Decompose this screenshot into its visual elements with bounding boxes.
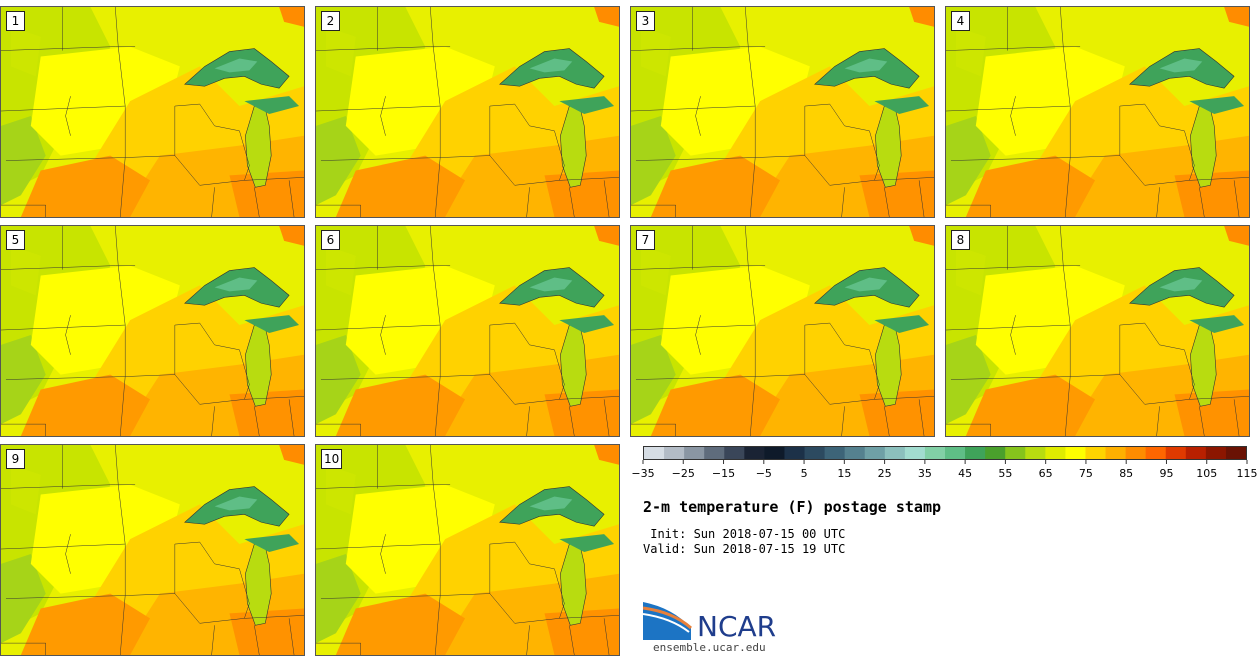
- valid-time: Valid: Sun 2018-07-15 19 UTC: [643, 542, 846, 556]
- colorbar-swatch: [724, 447, 745, 459]
- colorbar-swatch: [1025, 447, 1046, 459]
- stamp-panel-9: 9: [0, 444, 305, 656]
- colorbar-swatch: [965, 447, 986, 459]
- colorbar-tick-label: 115: [1237, 467, 1258, 480]
- chart-title: 2-m temperature (F) postage stamp: [643, 498, 942, 516]
- stamp-panel-4: 4: [945, 6, 1250, 218]
- colorbar-swatch: [924, 447, 946, 459]
- colorbar-swatch: [784, 447, 806, 459]
- colorbar-tick-label: 55: [998, 467, 1012, 480]
- ncar-logo-icon: [643, 602, 692, 640]
- logo-url: ensemble.ucar.edu: [653, 641, 766, 654]
- stamp-panel-1: 1: [0, 6, 305, 218]
- colorbar-tick-label: −35: [631, 467, 654, 480]
- colorbar-tick-label: 5: [801, 467, 808, 480]
- temperature-map: [1, 226, 304, 436]
- stamp-panel-3: 3: [630, 6, 935, 218]
- colorbar-swatch: [1105, 447, 1127, 459]
- temperature-map: [946, 7, 1249, 217]
- colorbar-swatch: [884, 447, 906, 459]
- temperature-map: [631, 7, 934, 217]
- colorbar-swatch: [1185, 447, 1207, 459]
- colorbar-swatch: [844, 447, 866, 459]
- colorbar-tick-label: 15: [837, 467, 851, 480]
- member-label: 5: [6, 230, 25, 250]
- member-label: 7: [636, 230, 655, 250]
- stamp-panel-6: 6: [315, 225, 620, 437]
- colorbar-swatch: [1065, 447, 1086, 459]
- temperature-map: [1, 445, 304, 655]
- colorbar-swatch: [985, 447, 1006, 459]
- member-label: 8: [951, 230, 970, 250]
- colorbar-swatch: [1205, 447, 1227, 459]
- temperature-map: [946, 226, 1249, 436]
- colorbar-swatch: [1165, 447, 1187, 459]
- colorbar-swatch: [1145, 447, 1167, 459]
- colorbar-swatch: [764, 447, 785, 459]
- colorbar-tick-label: 25: [878, 467, 892, 480]
- colorbar-swatch: [664, 447, 685, 459]
- member-label: 10: [321, 449, 343, 469]
- colorbar-tick-label: 35: [918, 467, 932, 480]
- temperature-map: [316, 7, 619, 217]
- colorbar-swatch: [1225, 447, 1246, 459]
- stamp-panel-5: 5: [0, 225, 305, 437]
- colorbar-tick-label: −15: [712, 467, 735, 480]
- stamp-panel-2: 2: [315, 6, 620, 218]
- member-label: 3: [636, 11, 655, 31]
- member-label: 1: [6, 11, 25, 31]
- temperature-map: [1, 7, 304, 217]
- temperature-map: [316, 226, 619, 436]
- temperature-map: [316, 445, 619, 655]
- colorbar-tick-label: −25: [672, 467, 695, 480]
- stamp-panel-10: 10: [315, 444, 620, 656]
- colorbar-swatch: [1125, 447, 1147, 459]
- member-label: 4: [951, 11, 970, 31]
- member-label: 9: [6, 449, 25, 469]
- colorbar-tick-label: 75: [1079, 467, 1093, 480]
- colorbar-tick-label: 85: [1119, 467, 1133, 480]
- colorbar-swatch: [644, 447, 665, 459]
- colorbar-tick-label: 65: [1039, 467, 1053, 480]
- colorbar-tick-label: 95: [1159, 467, 1173, 480]
- colorbar-swatch: [1005, 447, 1026, 459]
- colorbar-swatch: [1085, 447, 1107, 459]
- colorbar-swatch: [684, 447, 705, 459]
- ncar-logo-text: NCAR: [697, 610, 777, 643]
- colorbar: [643, 446, 1247, 460]
- colorbar-swatch: [744, 447, 765, 459]
- colorbar-swatch: [945, 447, 966, 459]
- colorbar-tick-label: 105: [1196, 467, 1217, 480]
- colorbar-tick-label: 45: [958, 467, 972, 480]
- init-time: Init: Sun 2018-07-15 00 UTC: [643, 527, 846, 541]
- stamp-panel-8: 8: [945, 225, 1250, 437]
- colorbar-tick-label: −5: [756, 467, 772, 480]
- temperature-map: [631, 226, 934, 436]
- colorbar-swatch: [824, 447, 846, 459]
- colorbar-swatch: [704, 447, 725, 459]
- member-label: 2: [321, 11, 340, 31]
- colorbar-swatch: [1045, 447, 1066, 459]
- colorbar-swatch: [864, 447, 886, 459]
- colorbar-swatch: [804, 447, 826, 459]
- colorbar-swatch: [904, 447, 926, 459]
- stamp-panel-7: 7: [630, 225, 935, 437]
- member-label: 6: [321, 230, 340, 250]
